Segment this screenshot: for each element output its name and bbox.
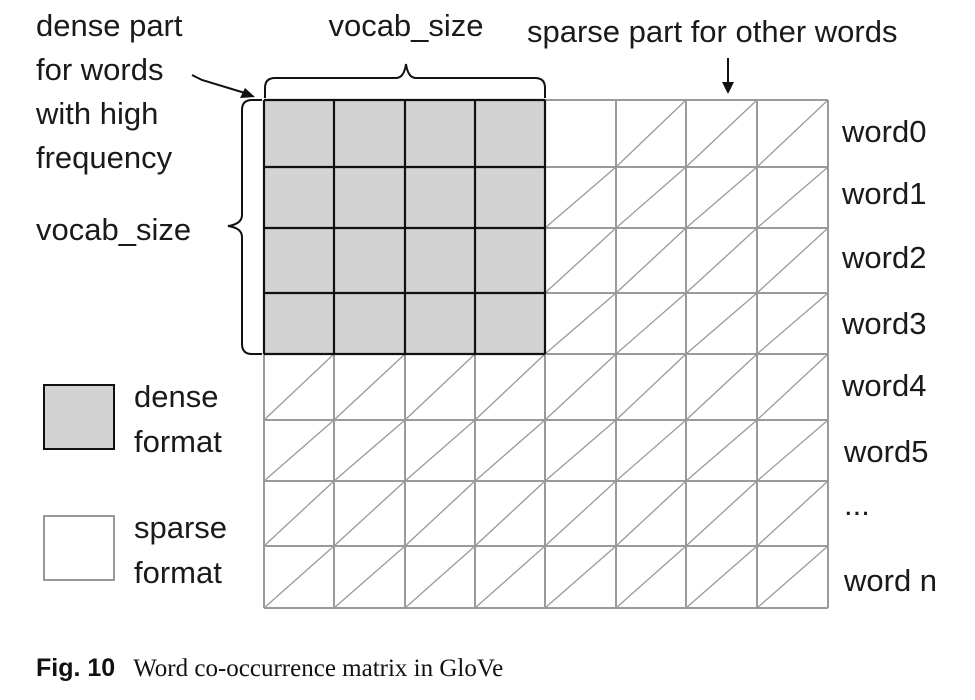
sparse-cell-diagonal — [474, 545, 546, 609]
row-label: word5 — [843, 434, 928, 469]
sparse-cell-diagonal — [615, 480, 687, 547]
sparse-cell-diagonal — [263, 545, 335, 609]
sparse-cell-diagonal — [615, 99, 687, 168]
sparse-cell-diagonal — [756, 545, 829, 609]
caption-text: Word co-occurrence matrix in GloVe — [133, 655, 503, 682]
dense-cell — [405, 167, 475, 228]
dense-cell — [475, 167, 545, 228]
sparse-cell-diagonal — [756, 353, 829, 421]
row-label: word3 — [841, 306, 926, 341]
dense-cell — [405, 293, 475, 354]
sparse-cell-diagonal — [756, 292, 829, 355]
dense-cell — [334, 228, 405, 293]
sparse-cell-diagonal — [756, 480, 829, 547]
sparse-cell-diagonal — [333, 545, 406, 609]
sparse-cell-diagonal — [685, 545, 758, 609]
sparse-cell-diagonal — [615, 292, 687, 355]
dense-cell — [334, 100, 405, 167]
dense-cell — [264, 100, 334, 167]
sparse-cell-diagonal — [685, 353, 758, 421]
sparse-cell-diagonal — [544, 227, 617, 294]
sparse-cell-diagonal — [615, 353, 687, 421]
dense-cell — [334, 293, 405, 354]
sparse-cell-diagonal — [544, 545, 617, 609]
dense-part-line-2: for words — [36, 52, 163, 87]
sparse-cell-diagonal — [404, 480, 476, 547]
dense-cell — [334, 167, 405, 228]
dense-part-line-4: frequency — [36, 140, 173, 175]
dense-part-arrow — [191, 74, 255, 98]
sparse-cell-diagonal — [685, 166, 758, 229]
legend-sparse-label-2: format — [134, 555, 222, 590]
caption-number: Fig. 10 — [36, 654, 115, 682]
dense-cell — [475, 228, 545, 293]
sparse-cell-diagonal — [263, 353, 335, 421]
sparse-cell-diagonal — [685, 480, 758, 547]
sparse-part-arrow — [722, 58, 734, 94]
sparse-cell-diagonal — [615, 227, 687, 294]
sparse-cell-diagonal — [474, 480, 546, 547]
legend-dense-label-2: format — [134, 424, 222, 459]
matrix-gridlines — [262, 98, 829, 609]
sparse-cell-diagonal — [263, 480, 335, 547]
row-label: ... — [844, 487, 870, 522]
row-label: word2 — [841, 240, 926, 275]
sparse-cell-diagonal — [544, 353, 617, 421]
row-label: word0 — [841, 114, 926, 149]
sparse-cell-diagonal — [333, 353, 406, 421]
sparse-diagonals — [263, 99, 829, 609]
left-brace — [227, 99, 262, 355]
vocab-size-left-label: vocab_size — [36, 212, 191, 247]
sparse-cell-diagonal — [404, 419, 476, 482]
sparse-cell-diagonal — [474, 353, 546, 421]
legend: dense format sparse format — [43, 379, 227, 590]
matrix-cells — [264, 100, 545, 354]
legend-dense-label-1: dense — [134, 379, 218, 414]
dense-part-annotation: dense part for words with high frequency — [35, 8, 183, 175]
sparse-cell-diagonal — [685, 227, 758, 294]
dense-cell — [264, 167, 334, 228]
sparse-cell-diagonal — [544, 480, 617, 547]
sparse-cell-diagonal — [756, 227, 829, 294]
sparse-cell-diagonal — [544, 166, 617, 229]
sparse-cell-diagonal — [685, 292, 758, 355]
row-label: word1 — [841, 176, 926, 211]
dense-cell — [475, 100, 545, 167]
row-label: word n — [843, 563, 937, 598]
row-labels: word0 word1 word2 word3 word4 word5 ... … — [841, 114, 937, 598]
vocab-size-top-label: vocab_size — [328, 8, 483, 43]
sparse-cell-diagonal — [263, 419, 335, 482]
sparse-cell-diagonal — [544, 419, 617, 482]
sparse-cell-diagonal — [474, 419, 546, 482]
legend-dense-swatch — [43, 384, 115, 450]
sparse-cell-diagonal — [685, 99, 758, 168]
dense-part-line-1: dense part — [36, 8, 183, 43]
sparse-cell-diagonal — [333, 419, 406, 482]
sparse-cell-diagonal — [756, 419, 829, 482]
legend-sparse-label-1: sparse — [134, 510, 227, 545]
dense-cell — [405, 228, 475, 293]
sparse-part-label: sparse part for other words — [527, 14, 897, 49]
sparse-cell-diagonal — [615, 419, 687, 482]
sparse-cell-diagonal — [756, 166, 829, 229]
sparse-cell-diagonal — [544, 292, 617, 355]
figure-caption: Fig. 10 Word co-occurrence matrix in Glo… — [36, 654, 503, 682]
sparse-cell-diagonal — [756, 99, 829, 168]
dense-part-line-3: with high — [35, 96, 158, 131]
sparse-cell-diagonal — [333, 480, 406, 547]
dense-cell — [475, 293, 545, 354]
sparse-cell-diagonal — [615, 545, 687, 609]
dense-cell — [405, 100, 475, 167]
sparse-cell-diagonal — [404, 353, 476, 421]
top-brace — [264, 63, 546, 98]
sparse-cell-diagonal — [404, 545, 476, 609]
dense-cell — [264, 293, 334, 354]
dense-cell — [264, 228, 334, 293]
row-label: word4 — [841, 368, 926, 403]
legend-sparse-swatch — [43, 515, 115, 581]
sparse-cell-diagonal — [615, 166, 687, 229]
sparse-cell-diagonal — [685, 419, 758, 482]
